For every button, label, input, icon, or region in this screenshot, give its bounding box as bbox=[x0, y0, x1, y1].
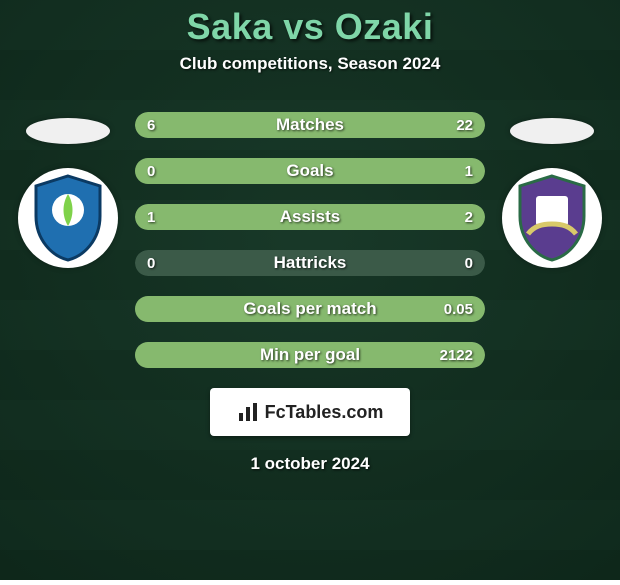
club-badge-left bbox=[18, 168, 118, 268]
brand-text: FcTables.com bbox=[265, 402, 384, 423]
bar-chart-icon bbox=[237, 401, 259, 423]
stat-label: Goals per match bbox=[135, 296, 485, 322]
stat-row: Goals0 1 bbox=[135, 158, 485, 184]
stat-value-left: 6 bbox=[147, 112, 155, 138]
stat-label: Hattricks bbox=[135, 250, 485, 276]
stat-row: Assists1 2 bbox=[135, 204, 485, 230]
subtitle: Club competitions, Season 2024 bbox=[0, 54, 620, 74]
stat-label: Min per goal bbox=[135, 342, 485, 368]
stat-label: Assists bbox=[135, 204, 485, 230]
country-ellipse-left bbox=[26, 118, 110, 144]
stat-value-left: 0 bbox=[147, 158, 155, 184]
stat-value-right: 0 bbox=[465, 250, 473, 276]
stat-value-left: 0 bbox=[147, 250, 155, 276]
club-badge-right bbox=[502, 168, 602, 268]
footer-date: 1 october 2024 bbox=[0, 454, 620, 474]
stat-row: Matches6 22 bbox=[135, 112, 485, 138]
country-ellipse-right bbox=[510, 118, 594, 144]
stat-row: Hattricks0 0 bbox=[135, 250, 485, 276]
left-player-column bbox=[18, 118, 118, 268]
brand-logo-box: FcTables.com bbox=[210, 388, 410, 436]
shield-icon bbox=[516, 174, 588, 262]
stat-label: Matches bbox=[135, 112, 485, 138]
right-player-column bbox=[502, 118, 602, 268]
stat-label: Goals bbox=[135, 158, 485, 184]
stat-row: Goals per match0.05 bbox=[135, 296, 485, 322]
stat-value-right: 2122 bbox=[440, 342, 473, 368]
stat-value-right: 0.05 bbox=[444, 296, 473, 322]
shield-icon bbox=[32, 174, 104, 262]
stat-row: Min per goal2122 bbox=[135, 342, 485, 368]
page-title: Saka vs Ozaki bbox=[0, 6, 620, 48]
stat-value-right: 1 bbox=[465, 158, 473, 184]
stat-value-right: 2 bbox=[465, 204, 473, 230]
stat-value-left: 1 bbox=[147, 204, 155, 230]
stat-value-right: 22 bbox=[456, 112, 473, 138]
